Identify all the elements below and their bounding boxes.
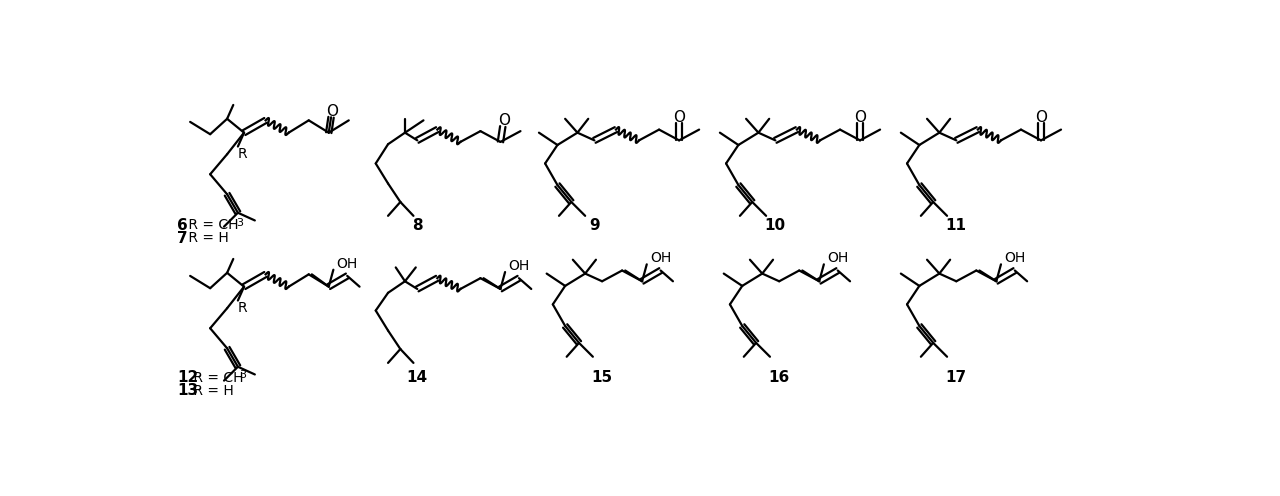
Text: 6: 6 [177,218,188,233]
Text: R = CH: R = CH [184,218,238,232]
Text: O: O [498,113,511,128]
Text: 13: 13 [177,383,198,398]
Text: OH: OH [337,256,357,271]
Text: R: R [238,301,247,315]
Text: 17: 17 [946,370,966,385]
Text: R = H: R = H [189,383,234,398]
Text: 8: 8 [412,218,422,233]
Text: O: O [1036,110,1047,125]
Text: 16: 16 [768,370,790,385]
Text: OH: OH [827,251,849,265]
Text: 3: 3 [239,370,247,380]
Text: 10: 10 [764,218,786,233]
Text: 11: 11 [946,218,966,233]
Text: O: O [673,110,685,125]
Text: 9: 9 [589,218,600,233]
Text: OH: OH [1004,251,1025,265]
Text: OH: OH [508,259,530,273]
Text: OH: OH [650,251,671,265]
Text: R = CH: R = CH [189,371,244,384]
Text: O: O [854,110,867,125]
Text: O: O [326,104,339,119]
Text: 12: 12 [177,370,198,385]
Text: R = H: R = H [184,231,229,245]
Text: 15: 15 [591,370,613,385]
Text: 3: 3 [237,218,243,228]
Text: 7: 7 [177,231,188,246]
Text: 14: 14 [407,370,428,385]
Text: R: R [238,147,247,161]
